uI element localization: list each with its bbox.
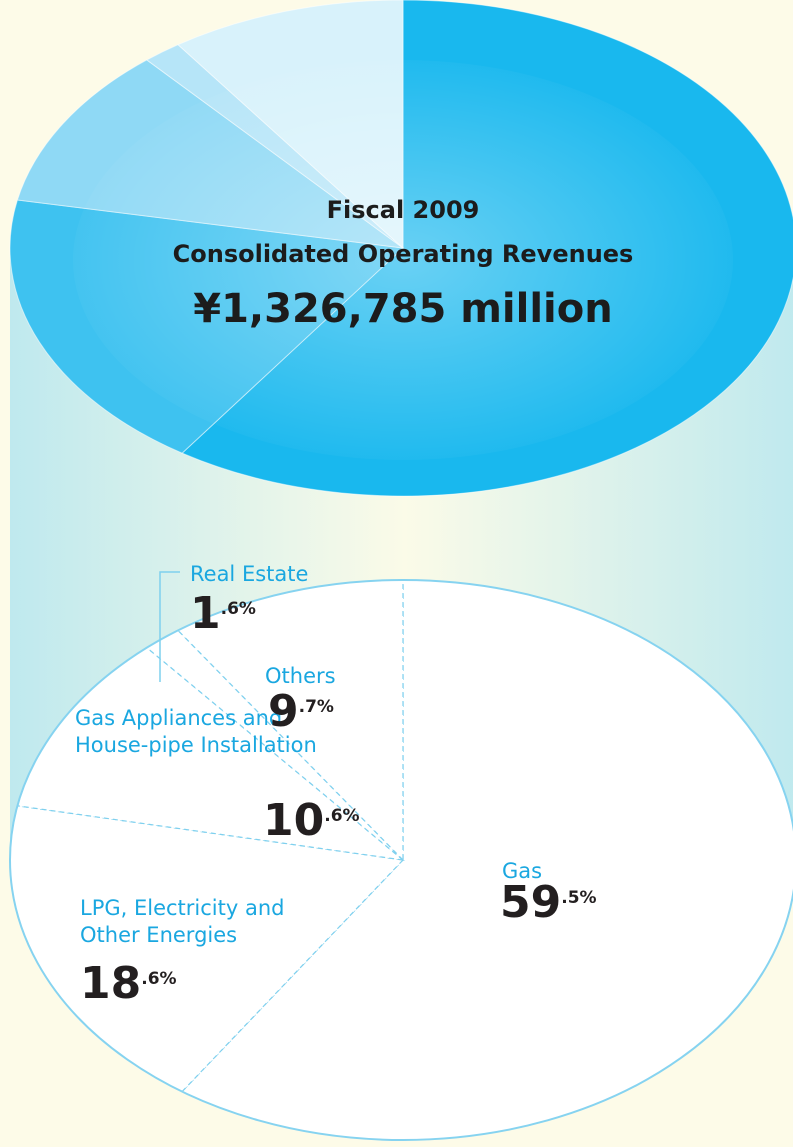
value-label-part: 18 — [80, 958, 142, 1009]
value-label-part: 1 — [190, 588, 221, 639]
category-label: LPG, Electricity and Other Energies — [80, 896, 285, 947]
value-label-part: .6% — [220, 599, 256, 619]
category-label: Gas Appliances and House-pipe Installati… — [75, 706, 317, 757]
category-label: Gas — [502, 859, 543, 883]
value-label-part: 9 — [268, 686, 299, 737]
total-label: ¥1,326,785 million — [193, 286, 613, 332]
value-label-part: .5% — [561, 888, 597, 908]
value-label-part: 59 — [500, 877, 562, 928]
value-label: 9.7% — [268, 686, 334, 737]
category-label: Real Estate — [190, 562, 309, 586]
title: Fiscal 2009 — [326, 196, 480, 224]
category-label: Others — [265, 664, 336, 688]
value-label-part: .6% — [141, 969, 177, 989]
value-label: 59.5% — [500, 877, 597, 928]
value-label-part: .7% — [298, 697, 334, 717]
value-label: 1.6% — [190, 588, 256, 639]
pie-slice-bottom — [145, 629, 404, 861]
value-label-part: .6% — [324, 806, 360, 826]
value-label-part: 10 — [263, 795, 325, 846]
value-label: 10.6% — [263, 795, 360, 846]
subtitle: Consolidated Operating Revenues — [172, 240, 634, 268]
pie-outline — [9, 579, 793, 1141]
leader-line — [159, 571, 180, 682]
highlight — [73, 60, 733, 460]
value-label: 18.6% — [80, 958, 177, 1009]
